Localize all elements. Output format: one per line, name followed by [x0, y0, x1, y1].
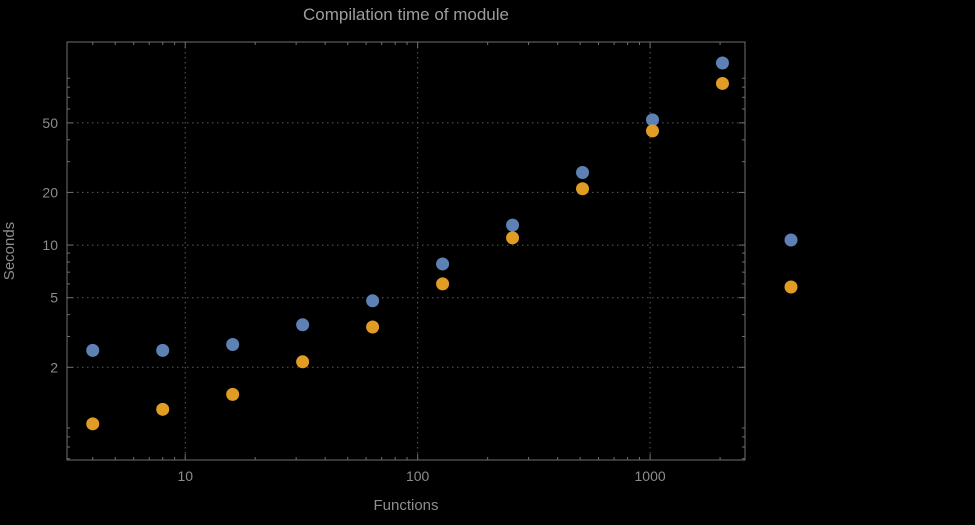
x-tick-label: 1000 [635, 468, 666, 484]
data-point-series-1 [86, 343, 100, 357]
data-point-series-1 [366, 294, 380, 308]
data-point-series-1 [296, 318, 310, 332]
y-tick-label: 50 [42, 115, 58, 131]
data-point-series-2 [506, 231, 520, 245]
y-tick-label: 2 [50, 359, 58, 375]
data-point-series-2 [576, 182, 590, 196]
x-tick-label: 10 [177, 468, 193, 484]
data-point-series-2 [646, 124, 660, 138]
data-point-series-2 [436, 277, 450, 291]
y-tick-label: 10 [42, 237, 58, 253]
data-point-series-2 [86, 417, 100, 431]
data-point-series-2 [156, 402, 170, 416]
x-tick-label: 100 [406, 468, 430, 484]
data-point-series-1 [436, 257, 450, 271]
data-point-series-2 [226, 387, 240, 401]
y-tick-label: 20 [42, 184, 58, 200]
legend-marker-series-1 [784, 233, 798, 247]
x-axis-label: Functions [373, 497, 439, 514]
y-axis-label: Seconds [1, 221, 18, 281]
y-tick-label: 5 [50, 290, 58, 306]
legend-marker-series-2 [784, 280, 798, 294]
data-point-series-2 [296, 355, 310, 369]
data-point-series-1 [226, 338, 240, 352]
data-point-series-1 [576, 166, 590, 180]
plot-frame [66, 41, 746, 461]
data-point-series-1 [506, 218, 520, 232]
data-point-series-1 [715, 56, 729, 70]
data-point-series-1 [646, 113, 660, 127]
data-point-series-1 [156, 343, 170, 357]
chart-title: Compilation time of module [303, 5, 509, 24]
data-point-series-2 [366, 320, 380, 334]
data-point-series-2 [715, 76, 729, 90]
